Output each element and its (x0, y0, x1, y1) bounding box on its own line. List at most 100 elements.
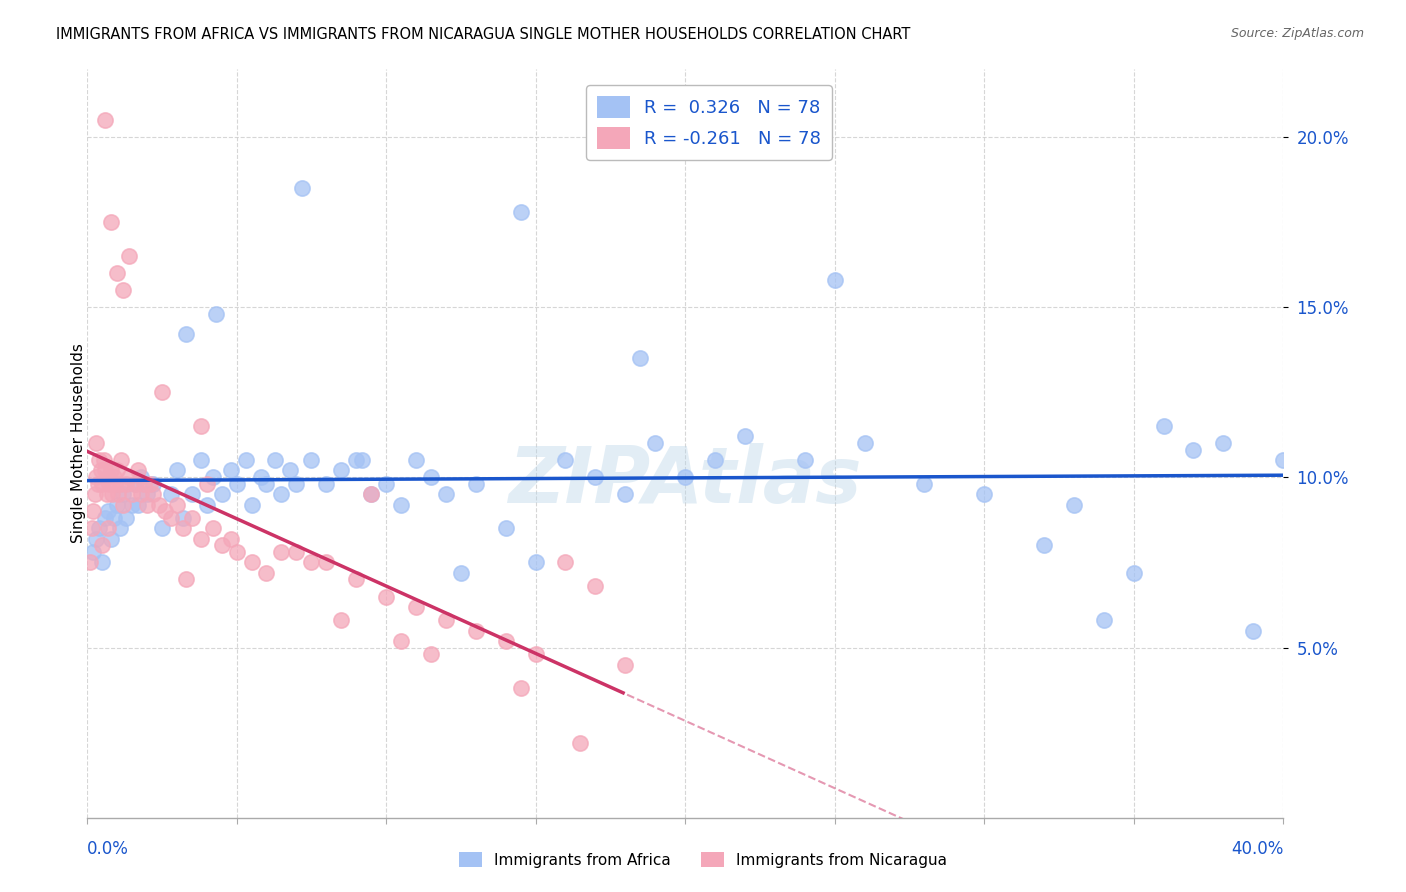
Point (201, 521, 224, 535)
Point (256, 566, 278, 580)
Point (464, 477, 486, 491)
Point (115, 477, 138, 491)
Point (554, 556, 576, 570)
Point (166, 463, 188, 477)
Point (280, 463, 302, 477)
Point (235, 453, 257, 467)
Point (115, 511, 138, 525)
Point (360, 487, 382, 501)
Text: 40.0%: 40.0% (1230, 840, 1284, 858)
Point (124, 477, 146, 491)
Point (315, 477, 337, 491)
Point (172, 521, 194, 535)
Point (121, 487, 143, 501)
Point (240, 498, 263, 512)
Text: ZIPAtlas: ZIPAtlas (509, 442, 862, 518)
Point (330, 463, 353, 477)
Point (419, 470, 441, 484)
Point (100, 463, 122, 477)
Point (166, 498, 188, 512)
Point (97, 521, 120, 535)
Point (344, 573, 367, 587)
Point (405, 453, 427, 467)
Point (1153, 419, 1175, 434)
Point (83, 487, 105, 501)
Point (142, 477, 165, 491)
Point (91, 538, 114, 552)
Point (172, 511, 194, 525)
Point (270, 487, 292, 501)
Point (614, 487, 637, 501)
Text: Source: ZipAtlas.com: Source: ZipAtlas.com (1230, 27, 1364, 40)
Text: 0.0%: 0.0% (87, 840, 129, 858)
Point (375, 590, 398, 604)
Point (644, 436, 666, 450)
Point (524, 648, 547, 662)
Point (419, 648, 441, 662)
Point (569, 736, 592, 750)
Point (1122, 566, 1144, 580)
Point (98, 477, 121, 491)
Point (240, 556, 263, 570)
Point (1212, 436, 1234, 450)
Point (1241, 624, 1264, 638)
Point (495, 521, 517, 535)
Point (153, 504, 176, 518)
Point (97, 504, 120, 518)
Point (101, 487, 124, 501)
Point (270, 545, 292, 559)
Point (509, 681, 531, 696)
Point (87, 453, 110, 467)
Point (204, 307, 226, 321)
Point (94, 463, 117, 477)
Point (139, 477, 162, 491)
Y-axis label: Single Mother Households: Single Mother Households (72, 343, 86, 543)
Point (108, 477, 131, 491)
Point (127, 463, 149, 477)
Point (524, 556, 547, 570)
Point (174, 573, 197, 587)
Point (96, 487, 118, 501)
Point (1272, 453, 1295, 467)
Point (509, 204, 531, 219)
Point (299, 453, 322, 467)
Point (93, 453, 115, 467)
Point (159, 511, 181, 525)
Point (291, 180, 314, 194)
Point (464, 624, 486, 638)
Point (87, 521, 110, 535)
Point (124, 477, 146, 491)
Point (129, 487, 152, 501)
Point (495, 633, 517, 648)
Point (104, 477, 127, 491)
Point (150, 521, 173, 535)
Point (100, 215, 122, 229)
Point (159, 487, 181, 501)
Point (628, 351, 651, 365)
Point (264, 453, 287, 467)
Point (180, 511, 202, 525)
Point (180, 487, 202, 501)
Point (142, 487, 165, 501)
Point (174, 327, 197, 342)
Point (375, 477, 398, 491)
Point (100, 532, 122, 546)
Point (583, 579, 606, 593)
Point (1092, 613, 1115, 627)
Point (1182, 443, 1205, 458)
Point (285, 477, 308, 491)
Point (912, 477, 935, 491)
Point (389, 498, 412, 512)
Point (94, 112, 117, 127)
Point (135, 487, 157, 501)
Point (190, 453, 212, 467)
Point (105, 463, 128, 477)
Point (256, 477, 278, 491)
Point (405, 599, 427, 614)
Point (110, 453, 132, 467)
Point (219, 532, 242, 546)
Point (127, 498, 149, 512)
Point (97, 470, 120, 484)
Point (793, 453, 815, 467)
Point (121, 498, 143, 512)
